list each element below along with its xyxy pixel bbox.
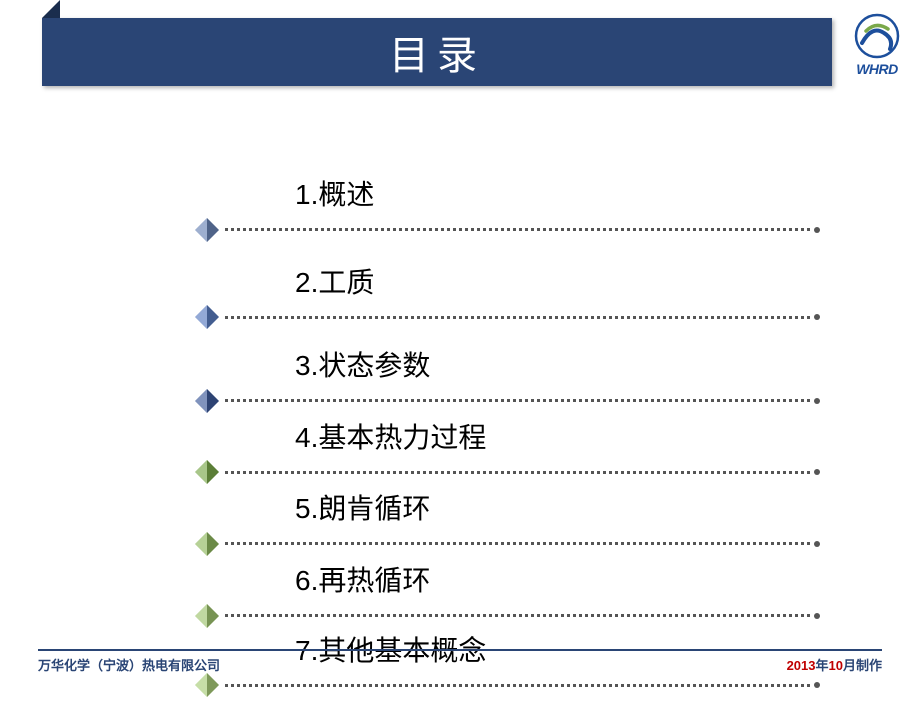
end-dot-icon (814, 613, 820, 619)
toc-label: 2.工质 (195, 266, 820, 300)
toc-item: 2.工质 (195, 266, 820, 330)
toc-label: 6.再热循环 (195, 564, 820, 598)
footer-date: 2013年10月制作 (787, 655, 882, 674)
toc-list: 1.概述2.工质3.状态参数4.基本热力过程5.朗肯循环6.再热循环7.其他基本… (195, 178, 820, 707)
toc-line (195, 460, 820, 484)
toc-label: 5.朗肯循环 (195, 492, 820, 526)
header-bar: 目录 (42, 18, 832, 86)
toc-item: 1.概述 (195, 178, 820, 242)
toc-line (195, 305, 820, 329)
diamond-icon (195, 532, 219, 556)
dotted-leader (225, 399, 810, 402)
toc-line (195, 389, 820, 413)
diamond-icon (195, 460, 219, 484)
end-dot-icon (814, 314, 820, 320)
end-dot-icon (814, 682, 820, 688)
toc-line (195, 218, 820, 242)
toc-label: 3.状态参数 (195, 349, 820, 383)
toc-line (195, 673, 820, 697)
toc-item: 5.朗肯循环 (195, 492, 820, 556)
diamond-icon (195, 305, 219, 329)
page-title: 目录 (389, 23, 485, 81)
toc-line (195, 604, 820, 628)
toc-label: 4.基本热力过程 (195, 421, 820, 455)
end-dot-icon (814, 469, 820, 475)
toc-label: 1.概述 (195, 178, 820, 212)
toc-line (195, 532, 820, 556)
logo-text: WHRD (856, 61, 898, 77)
diamond-icon (195, 604, 219, 628)
end-dot-icon (814, 541, 820, 547)
diamond-icon (195, 218, 219, 242)
footer: 万华化学（宁波）热电有限公司 2013年10月制作 (38, 649, 882, 674)
toc-item: 6.再热循环 (195, 564, 820, 628)
dotted-leader (225, 471, 810, 474)
end-dot-icon (814, 227, 820, 233)
dotted-leader (225, 542, 810, 545)
toc-item: 4.基本热力过程 (195, 421, 820, 485)
diamond-icon (195, 389, 219, 413)
diamond-icon (195, 673, 219, 697)
toc-item: 3.状态参数 (195, 349, 820, 413)
dotted-leader (225, 228, 810, 231)
dotted-leader (225, 316, 810, 319)
dotted-leader (225, 684, 810, 687)
footer-company: 万华化学（宁波）热电有限公司 (38, 655, 220, 674)
logo: WHRD (842, 10, 912, 80)
end-dot-icon (814, 398, 820, 404)
dotted-leader (225, 614, 810, 617)
logo-swirl-icon (854, 13, 900, 59)
